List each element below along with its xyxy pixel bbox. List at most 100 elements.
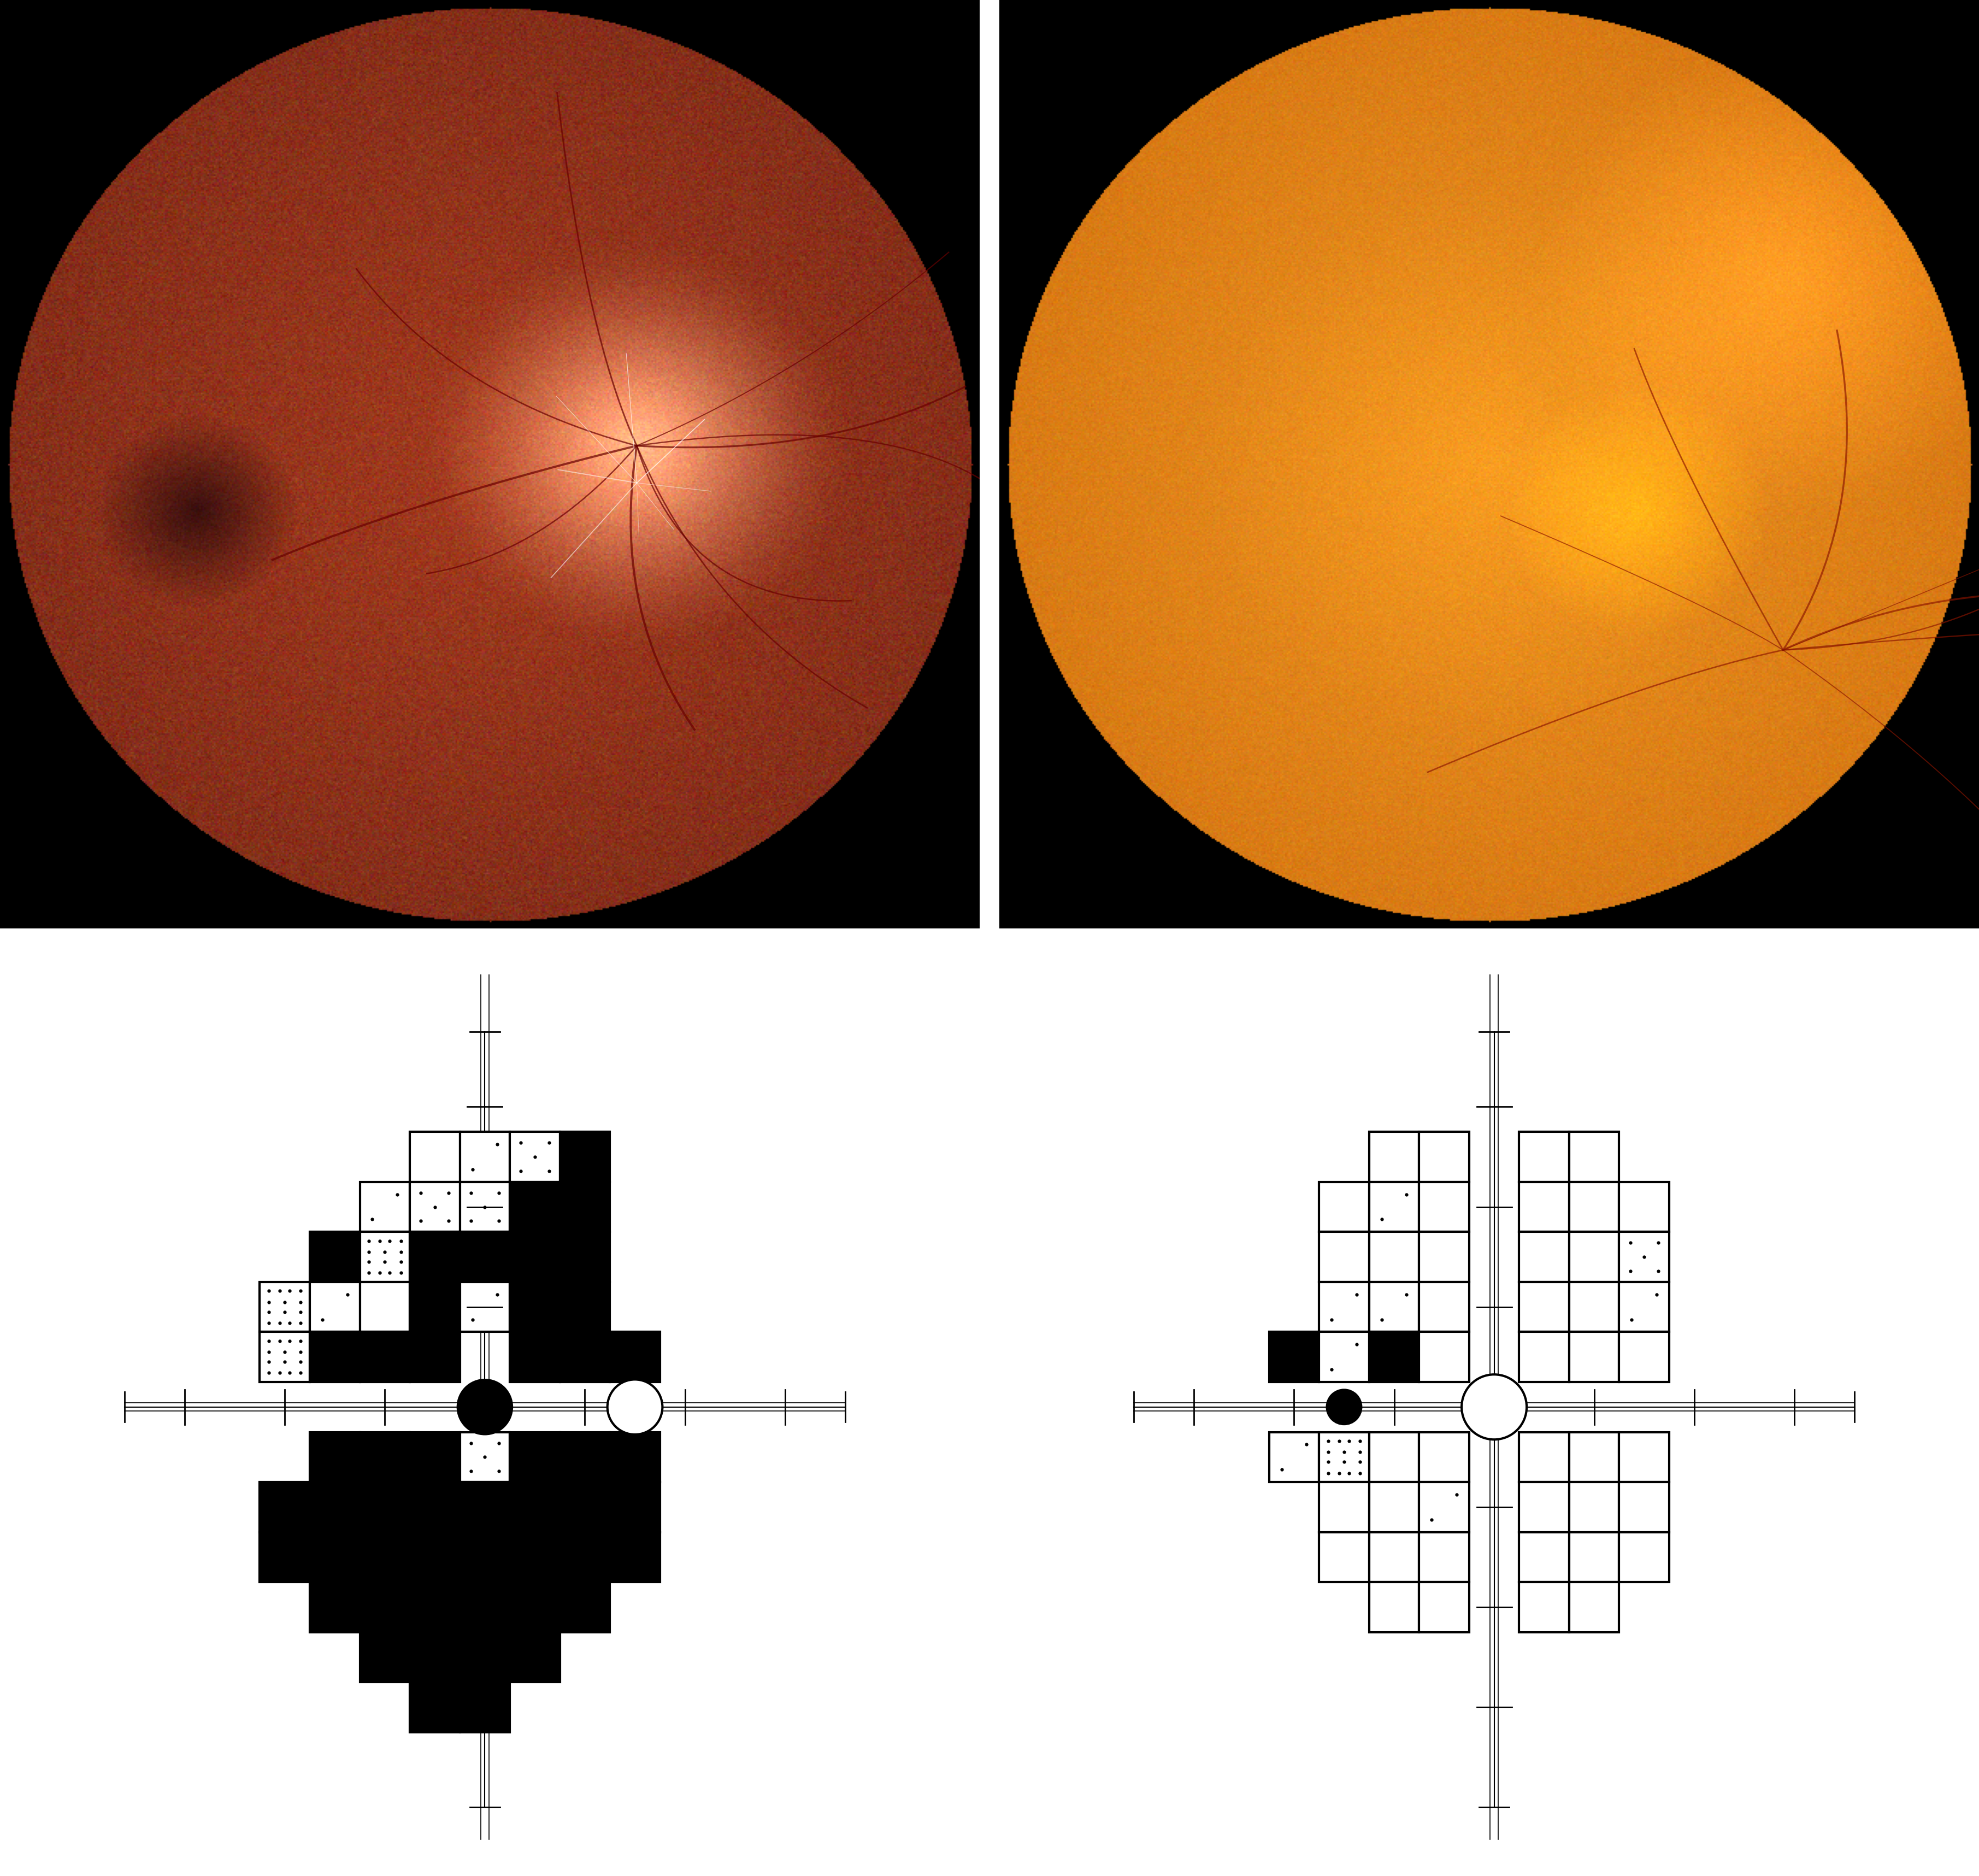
Bar (1320, 1182, 1369, 1233)
Bar (1569, 1533, 1619, 1581)
Bar (560, 1182, 610, 1233)
Bar (511, 1281, 560, 1332)
Bar (560, 1131, 610, 1182)
Bar (1419, 1482, 1468, 1533)
Bar (1419, 1233, 1468, 1281)
Bar (459, 1233, 511, 1281)
Bar (511, 1482, 560, 1533)
Bar (360, 1182, 410, 1233)
Bar (511, 1233, 560, 1281)
Bar (511, 1131, 560, 1182)
Bar (410, 1533, 459, 1581)
Bar (459, 1581, 511, 1632)
Bar (360, 1233, 410, 1281)
Bar (560, 1233, 610, 1281)
Bar (610, 1482, 659, 1533)
Bar (1619, 1182, 1668, 1233)
Bar (1619, 1431, 1668, 1482)
Bar (1520, 1533, 1569, 1581)
Bar (1269, 1332, 1320, 1383)
Bar (1520, 1233, 1569, 1281)
Bar (459, 1182, 511, 1233)
Bar (410, 1581, 459, 1632)
Bar (360, 1581, 410, 1632)
Bar (511, 1581, 560, 1632)
Bar (360, 1533, 410, 1581)
Bar (1369, 1482, 1419, 1533)
Bar (459, 1533, 511, 1581)
Bar (511, 1632, 560, 1683)
Bar (511, 1431, 560, 1482)
Bar (1419, 1332, 1468, 1383)
Bar (360, 1281, 410, 1332)
Bar (311, 1332, 360, 1383)
Circle shape (457, 1379, 513, 1435)
Bar (410, 1233, 459, 1281)
Bar (410, 1332, 459, 1383)
Bar (560, 1281, 610, 1332)
Bar (1520, 1182, 1569, 1233)
Bar (511, 1332, 560, 1383)
Bar (1419, 1581, 1468, 1632)
Bar (1369, 1332, 1419, 1383)
Bar (1369, 1233, 1419, 1281)
Bar (410, 1482, 459, 1533)
Bar (610, 1431, 659, 1482)
Bar (459, 1632, 511, 1683)
Circle shape (608, 1379, 663, 1435)
Bar (259, 1533, 311, 1581)
Bar (1419, 1281, 1468, 1332)
Bar (1369, 1533, 1419, 1581)
Bar (311, 1281, 360, 1332)
Bar (360, 1482, 410, 1533)
Bar (459, 1281, 511, 1332)
Bar (560, 1581, 610, 1632)
Bar (560, 1431, 610, 1482)
Bar (560, 1533, 610, 1581)
Bar (1619, 1281, 1668, 1332)
Bar (1569, 1431, 1619, 1482)
Bar (1619, 1482, 1668, 1533)
Bar (1419, 1431, 1468, 1482)
Bar (560, 1482, 610, 1533)
Bar (410, 1281, 459, 1332)
Bar (560, 1332, 610, 1383)
Bar (311, 1581, 360, 1632)
Bar (459, 1431, 511, 1482)
Bar (459, 1131, 511, 1182)
Bar (311, 1233, 360, 1281)
Bar (1520, 1581, 1569, 1632)
Bar (1619, 1332, 1668, 1383)
Bar (1619, 1533, 1668, 1581)
Bar (1569, 1332, 1619, 1383)
Bar (311, 1533, 360, 1581)
Bar (1320, 1233, 1369, 1281)
Bar (1320, 1431, 1369, 1482)
Bar (410, 1431, 459, 1482)
Bar (1369, 1581, 1419, 1632)
Bar (1369, 1431, 1419, 1482)
Bar (1569, 1281, 1619, 1332)
Bar (410, 1131, 459, 1182)
Circle shape (1462, 1375, 1526, 1439)
Bar (1569, 1182, 1619, 1233)
Bar (1419, 1533, 1468, 1581)
Bar (1569, 1482, 1619, 1533)
Bar (1320, 1482, 1369, 1533)
Bar (1419, 1131, 1468, 1182)
Bar (1320, 1281, 1369, 1332)
Bar (459, 1683, 511, 1732)
Bar (410, 1632, 459, 1683)
Bar (410, 1683, 459, 1732)
Bar (1520, 1281, 1569, 1332)
Bar (610, 1332, 659, 1383)
Bar (511, 1182, 560, 1233)
Circle shape (1326, 1390, 1362, 1424)
Bar (410, 1182, 459, 1233)
Bar (511, 1533, 560, 1581)
Bar (259, 1281, 311, 1332)
Bar (1619, 1233, 1668, 1281)
Bar (1269, 1431, 1320, 1482)
Bar (360, 1632, 410, 1683)
Bar (1520, 1431, 1569, 1482)
